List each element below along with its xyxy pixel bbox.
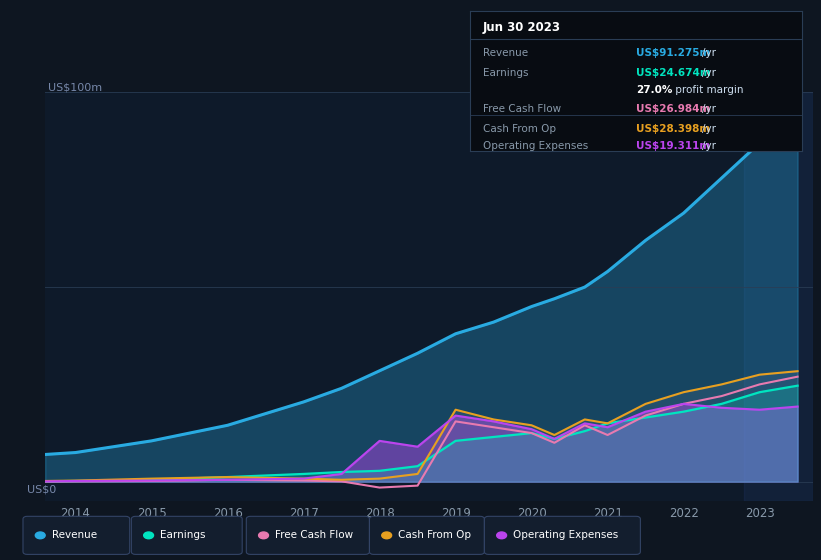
Text: Operating Expenses: Operating Expenses xyxy=(513,530,618,540)
Text: US$28.398m: US$28.398m xyxy=(635,124,710,134)
Text: Operating Expenses: Operating Expenses xyxy=(483,141,588,151)
Text: Revenue: Revenue xyxy=(483,48,528,58)
Text: US$26.984m: US$26.984m xyxy=(635,104,710,114)
Text: Cash From Op: Cash From Op xyxy=(483,124,556,134)
Text: US$100m: US$100m xyxy=(48,82,102,92)
Text: /yr: /yr xyxy=(703,141,717,151)
Text: US$19.311m: US$19.311m xyxy=(635,141,710,151)
Text: /yr: /yr xyxy=(703,124,717,134)
Text: /yr: /yr xyxy=(703,68,717,78)
Text: Free Cash Flow: Free Cash Flow xyxy=(483,104,561,114)
Text: 27.0%: 27.0% xyxy=(635,85,672,95)
Text: profit margin: profit margin xyxy=(672,85,744,95)
Text: Earnings: Earnings xyxy=(160,530,205,540)
Text: /yr: /yr xyxy=(703,48,717,58)
Text: /yr: /yr xyxy=(703,104,717,114)
Bar xyxy=(745,92,813,501)
Text: Jun 30 2023: Jun 30 2023 xyxy=(483,21,561,34)
Text: US$24.674m: US$24.674m xyxy=(635,68,711,78)
Text: Earnings: Earnings xyxy=(483,68,529,78)
Text: Cash From Op: Cash From Op xyxy=(398,530,471,540)
Text: Free Cash Flow: Free Cash Flow xyxy=(275,530,353,540)
Text: US$91.275m: US$91.275m xyxy=(635,48,710,58)
Text: US$0: US$0 xyxy=(27,484,57,494)
Text: Revenue: Revenue xyxy=(52,530,97,540)
